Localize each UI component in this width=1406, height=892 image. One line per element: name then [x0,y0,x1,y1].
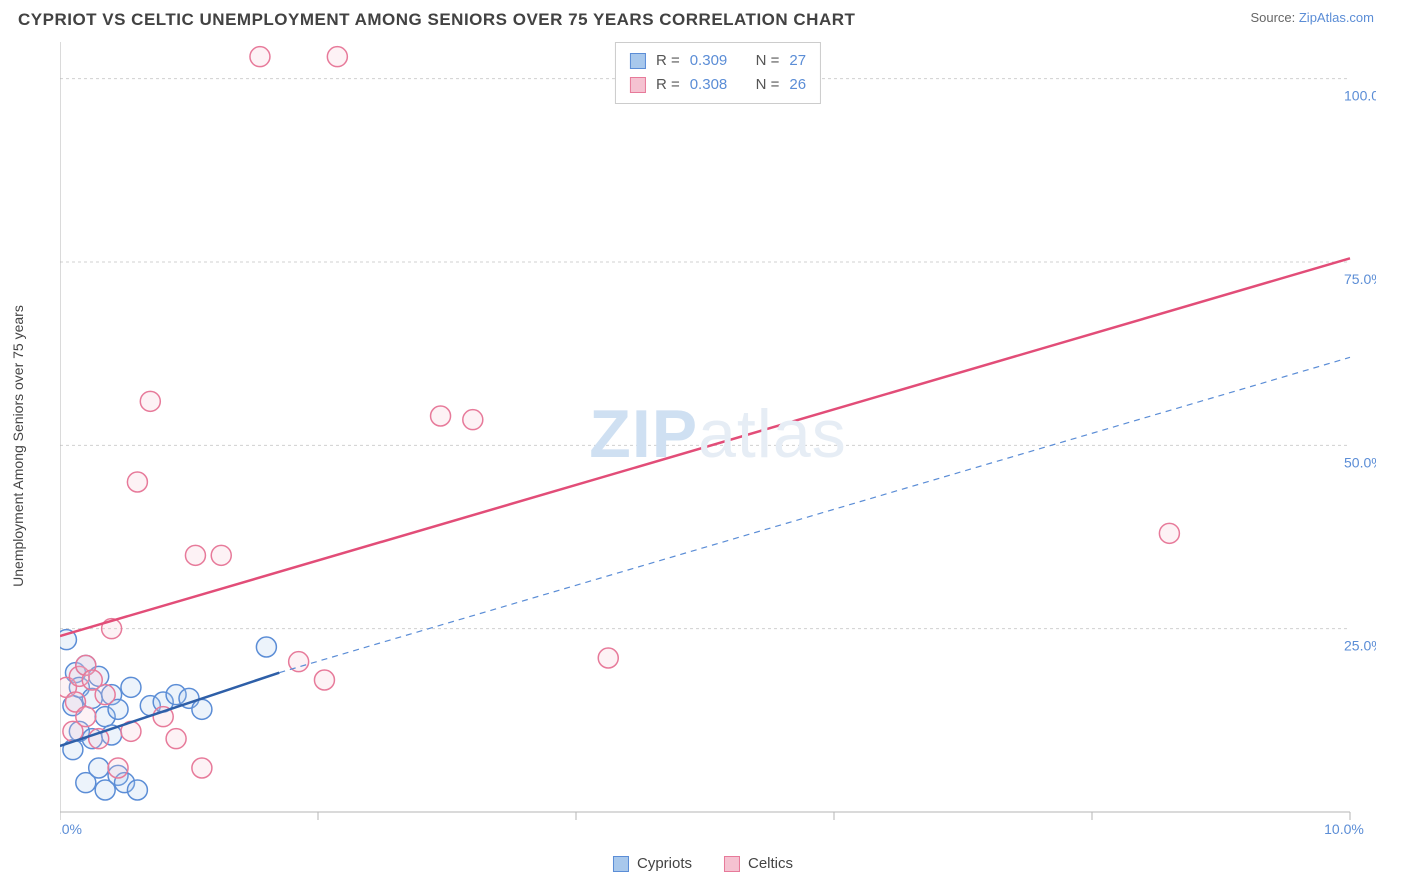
data-point [127,780,147,800]
data-point [211,545,231,565]
data-point [598,648,618,668]
data-point [166,729,186,749]
y-tick-label: 50.0% [1344,454,1376,470]
data-point [431,406,451,426]
y-axis-label: Unemployment Among Seniors over 75 years [10,305,26,587]
data-point [89,758,109,778]
n-value: 26 [789,73,806,97]
stats-legend-box: R = 0.309 N = 27 R = 0.308 N = 26 [615,42,821,104]
y-tick-label: 100.0% [1344,88,1376,104]
legend-swatch [613,856,629,872]
y-tick-label: 75.0% [1344,271,1376,287]
data-point [250,47,270,67]
n-label: N = [756,49,780,73]
x-tick-label: 10.0% [1324,821,1364,837]
data-point [127,472,147,492]
data-point [463,410,483,430]
y-tick-label: 25.0% [1344,638,1376,654]
stats-row: R = 0.308 N = 26 [630,73,806,97]
r-value: 0.309 [690,49,728,73]
data-point [192,758,212,778]
source-link[interactable]: ZipAtlas.com [1299,10,1374,25]
x-tick-label: 0.0% [60,821,82,837]
n-value: 27 [789,49,806,73]
data-point [256,637,276,657]
data-point [314,670,334,690]
series-swatch [630,53,646,69]
chart-header: CYPRIOT VS CELTIC UNEMPLOYMENT AMONG SEN… [0,0,1406,30]
scatter-chart: 25.0% 50.0% 75.0% 100.0% 0.0% 10.0% [60,42,1376,842]
data-point [108,758,128,778]
legend-item: Celtics [724,855,793,872]
n-label: N = [756,73,780,97]
chart-title: CYPRIOT VS CELTIC UNEMPLOYMENT AMONG SEN… [18,10,855,30]
data-point [140,391,160,411]
chart-container: ZIPatlas 25.0%50.0%75.0%100.0%0.0%10.0% … [60,42,1376,842]
data-point [185,545,205,565]
legend-swatch [724,856,740,872]
r-label: R = [656,73,680,97]
legend-item: Cypriots [613,855,692,872]
data-point [76,707,96,727]
data-point [95,685,115,705]
series-swatch [630,77,646,93]
source-attribution: Source: ZipAtlas.com [1250,10,1374,25]
trend-line-dashed [279,357,1350,672]
r-value: 0.308 [690,73,728,97]
trend-line [60,258,1350,636]
data-point [1159,523,1179,543]
r-label: R = [656,49,680,73]
legend-label: Cypriots [637,855,692,872]
source-prefix: Source: [1250,10,1298,25]
data-point [121,677,141,697]
data-point [192,699,212,719]
bottom-legend: Cypriots Celtics [613,855,793,872]
data-point [327,47,347,67]
stats-row: R = 0.309 N = 27 [630,49,806,73]
legend-label: Celtics [748,855,793,872]
